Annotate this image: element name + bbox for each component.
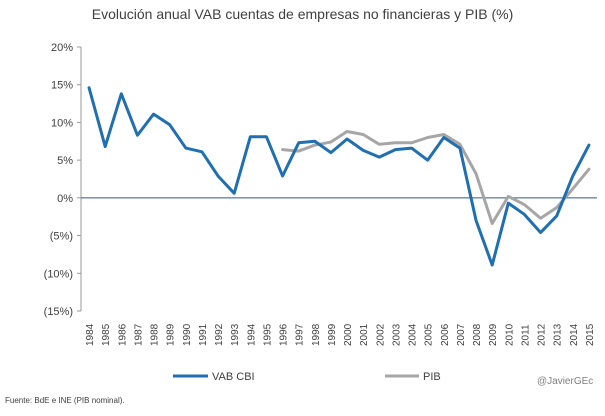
x-tick-label: 1998 <box>311 323 322 346</box>
y-tick-label: 15% <box>51 80 73 92</box>
x-tick-label: 1994 <box>246 323 257 346</box>
x-tick-label: 1991 <box>198 323 209 346</box>
x-tick-label: 1997 <box>295 323 306 346</box>
x-tick-label: 2005 <box>424 323 435 346</box>
x-tick-label: 2000 <box>343 323 354 346</box>
x-tick-label: 2014 <box>569 323 580 346</box>
x-tick-label: 2012 <box>537 323 548 346</box>
x-tick-label: 1999 <box>327 323 338 346</box>
x-tick-label: 1989 <box>166 323 177 346</box>
author-credit: @JavierGEc <box>537 376 594 387</box>
legend-label: PIB <box>423 371 441 383</box>
y-tick-label: (10%) <box>44 268 73 280</box>
x-tick-label: 2003 <box>391 323 402 346</box>
y-tick-label: 20% <box>51 42 73 54</box>
x-tick-label: 2004 <box>408 323 419 346</box>
y-tick-label: (5%) <box>50 231 73 243</box>
chart-title: Evolución anual VAB cuentas de empresas … <box>91 6 514 22</box>
x-tick-label: 2007 <box>456 323 467 346</box>
x-tick-label: 1984 <box>85 323 96 346</box>
x-tick-label: 2015 <box>585 323 596 346</box>
series-layer <box>87 86 591 267</box>
y-tick-label: 10% <box>51 117 73 129</box>
x-tick-label: 1988 <box>150 323 161 346</box>
series-line-pib <box>281 129 591 225</box>
x-tick-label: 1995 <box>262 323 273 346</box>
y-tick-label: (15%) <box>44 306 73 318</box>
series-line-vab-cbi <box>87 86 591 267</box>
y-tick-label: 5% <box>57 155 73 167</box>
x-tick-label: 1985 <box>101 323 112 346</box>
y-tick-label: 0% <box>57 193 73 205</box>
x-tick-label: 2013 <box>553 323 564 346</box>
x-tick-label: 1986 <box>117 323 128 346</box>
legend: VAB CBI PIB <box>173 371 441 383</box>
x-tick-label: 2009 <box>488 323 499 346</box>
y-axis-ticks: 20% 15% 10% 5% 0% (5%) (10%) (15%) <box>44 42 81 318</box>
x-tick-label: 2008 <box>472 323 483 346</box>
x-tick-label: 1993 <box>230 323 241 346</box>
x-tick-label: 1996 <box>279 323 290 346</box>
x-tick-label: 2001 <box>359 323 370 346</box>
x-tick-label: 2011 <box>520 324 531 346</box>
source-note: Fuente: BdE e INE (PIB nominal). <box>5 396 125 405</box>
x-tick-label: 2006 <box>440 323 451 346</box>
x-axis-ticks: 1984 1985 1986 1987 1988 1989 1990 1991 1992 1993… <box>85 323 596 346</box>
legend-label: VAB CBI <box>212 371 255 383</box>
x-tick-label: 1987 <box>133 323 144 346</box>
x-tick-label: 1990 <box>182 323 193 346</box>
x-tick-label: 2010 <box>504 323 515 346</box>
x-tick-label: 2002 <box>375 323 386 346</box>
x-tick-label: 1992 <box>214 323 225 346</box>
